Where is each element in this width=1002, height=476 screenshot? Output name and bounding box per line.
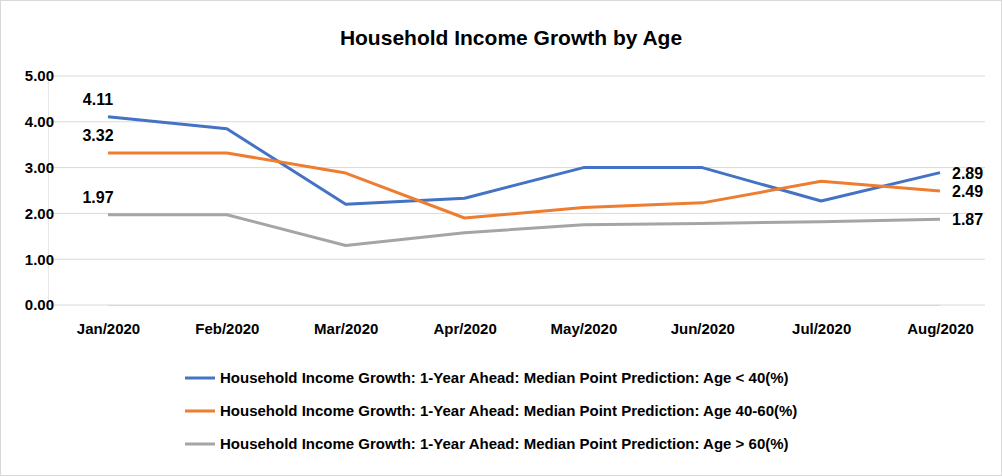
y-tick: 4.00 [25,113,54,130]
x-tick: Jul/2020 [792,305,851,337]
y-tick-label: 5.00 [25,67,54,84]
y-tick-label: 1.00 [25,251,54,268]
x-tick-label: Jun/2020 [671,320,735,337]
series-line [108,117,940,204]
x-tick-label: Mar/2020 [314,320,378,337]
y-tick: 5.00 [25,67,54,84]
grid-line [48,121,985,122]
y-tick-label: 3.00 [25,159,54,176]
x-tick: Aug/2020 [907,305,974,337]
plot-area [108,117,940,246]
legend-item: Household Income Growth: 1-Year Ahead: M… [185,402,797,419]
title: Household Income Growth by Age [340,26,682,49]
x-tick-label: Aug/2020 [907,320,974,337]
data-labels: 4.11 2.89 3.32 2.49 1.97 1.87 [82,91,983,229]
x-tick-label: Jan/2020 [77,320,140,337]
chart: Household Income Growth by Age 0.00 1.00 2.… [0,0,1002,476]
legend-swatch [185,443,215,446]
x-tick: Jan/2020 [77,305,140,337]
data-label: 1.87 [952,211,983,228]
grid-line [48,305,985,306]
grid-line [48,76,985,77]
y-tick: 0.00 [25,296,54,313]
x-tick: Mar/2020 [314,305,378,337]
x-tick-label: Jul/2020 [792,320,851,337]
legend-label: Household Income Growth: 1-Year Ahead: M… [220,369,789,386]
grid-line [48,259,985,260]
y-axis: 0.00 1.00 2.00 3.00 4.00 5.00 [25,67,54,313]
legend-label: Household Income Growth: 1-Year Ahead: M… [220,435,789,452]
data-label: 2.89 [952,165,983,182]
legend-item: Household Income Growth: 1-Year Ahead: M… [185,369,789,386]
x-tick: May/2020 [551,305,618,337]
data-label: 2.49 [952,183,983,200]
grid [48,76,985,305]
x-tick-label: Apr/2020 [433,320,496,337]
x-axis-line [109,305,941,306]
series-line [108,215,940,246]
x-axis: Jan/2020 Feb/2020 Mar/2020 Apr/2020 May/2020… [77,305,974,337]
x-tick-label: Feb/2020 [195,320,259,337]
legend-item: Household Income Growth: 1-Year Ahead: M… [185,435,789,452]
x-tick: Apr/2020 [433,305,496,337]
x-tick: Feb/2020 [195,305,259,337]
y-tick-label: 4.00 [25,113,54,130]
x-tick-label: May/2020 [551,320,618,337]
x-tick: Jun/2020 [671,305,735,337]
data-label: 3.32 [82,127,113,144]
y-tick: 3.00 [25,159,54,176]
y-tick-label: 2.00 [25,205,54,222]
chart-border [1,1,1002,476]
legend: Household Income Growth: 1-Year Ahead: M… [185,369,797,452]
y-tick-label: 0.00 [25,296,54,313]
grid-line [48,167,985,168]
y-tick: 2.00 [25,205,54,222]
data-label: 1.97 [82,189,113,206]
y-tick: 1.00 [25,251,54,268]
legend-label: Household Income Growth: 1-Year Ahead: M… [220,402,797,419]
legend-swatch [185,377,215,380]
series-line [108,153,940,218]
data-label: 4.11 [83,91,113,108]
y-axis-line [48,77,49,306]
legend-swatch [185,410,215,413]
